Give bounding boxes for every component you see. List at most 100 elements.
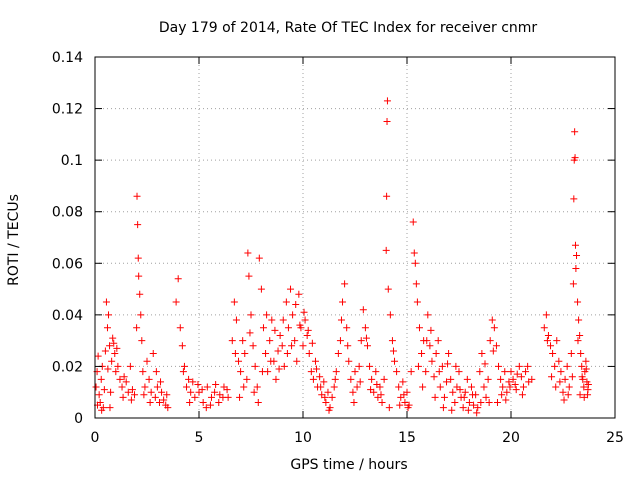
data-point	[139, 368, 147, 376]
data-point	[476, 368, 484, 376]
data-point	[386, 311, 394, 319]
data-point	[559, 388, 567, 396]
data-point	[108, 357, 116, 365]
data-point	[257, 285, 265, 293]
data-point	[575, 316, 583, 324]
data-point	[98, 406, 106, 414]
data-point	[571, 154, 579, 162]
data-point	[413, 298, 421, 306]
grid-lines	[95, 57, 615, 418]
data-point	[430, 373, 438, 381]
data-point	[288, 342, 296, 350]
data-point	[428, 357, 436, 365]
data-point	[111, 350, 119, 358]
y-tick-labels: 0 0.02 0.04 0.06 0.08 0.1 0.12 0.14	[52, 50, 83, 427]
data-point	[498, 391, 506, 399]
data-point	[493, 399, 501, 407]
data-point	[485, 399, 493, 407]
data-point	[578, 362, 586, 370]
data-point	[507, 368, 515, 376]
data-point	[515, 362, 523, 370]
data-point	[124, 388, 132, 396]
data-point	[116, 375, 124, 383]
data-point	[343, 324, 351, 332]
data-point	[186, 399, 194, 407]
data-point	[362, 334, 370, 342]
data-point	[383, 117, 391, 125]
data-point	[563, 362, 571, 370]
data-points	[92, 97, 592, 417]
data-point	[134, 254, 142, 262]
data-point	[356, 378, 364, 386]
data-point	[463, 375, 471, 383]
data-point	[434, 337, 442, 345]
data-point	[228, 337, 236, 345]
data-point	[279, 316, 287, 324]
data-point	[350, 399, 358, 407]
data-point	[278, 342, 286, 350]
x-tick-label: 25	[606, 430, 624, 446]
data-point	[322, 399, 330, 407]
chart-title: Day 179 of 2014, Rate Of TEC Index for r…	[159, 20, 538, 36]
data-point	[127, 396, 135, 404]
data-point	[254, 399, 262, 407]
data-point	[502, 396, 510, 404]
data-point	[243, 375, 251, 383]
data-point	[263, 311, 271, 319]
data-point	[293, 357, 301, 365]
data-point	[486, 337, 494, 345]
data-point	[280, 362, 288, 370]
data-point	[295, 290, 303, 298]
data-point	[378, 399, 386, 407]
data-point	[383, 97, 391, 105]
data-point	[548, 373, 556, 381]
data-point	[104, 365, 112, 373]
data-point	[267, 357, 275, 365]
data-point	[543, 337, 551, 345]
data-point	[511, 380, 519, 388]
data-point	[206, 401, 214, 409]
data-point	[158, 388, 166, 396]
data-point	[540, 324, 548, 332]
data-point	[432, 350, 440, 358]
data-point	[525, 378, 533, 386]
data-point	[296, 321, 304, 329]
data-point	[164, 404, 172, 412]
data-point	[436, 383, 444, 391]
data-point	[576, 391, 584, 399]
data-point	[427, 326, 435, 334]
data-point	[309, 375, 317, 383]
data-point	[506, 383, 514, 391]
data-point	[245, 272, 253, 280]
data-point	[113, 344, 121, 352]
data-point	[349, 388, 357, 396]
data-point	[555, 357, 563, 365]
data-point	[393, 368, 401, 376]
data-point	[481, 360, 489, 368]
x-axis-label: GPS time / hours	[290, 457, 407, 473]
data-point	[373, 380, 381, 388]
data-point	[272, 375, 280, 383]
data-point	[258, 368, 266, 376]
data-point	[412, 280, 420, 288]
data-point	[584, 391, 592, 399]
data-point	[112, 368, 120, 376]
data-point	[482, 393, 490, 401]
data-point	[249, 342, 257, 350]
y-tick-label: 0.02	[52, 359, 83, 375]
y-tick-label: 0.12	[52, 102, 83, 118]
data-point	[140, 391, 148, 399]
data-point	[149, 350, 157, 358]
data-point	[207, 393, 215, 401]
data-point	[582, 365, 590, 373]
data-point	[134, 221, 142, 229]
data-point	[484, 375, 492, 383]
data-point	[244, 249, 252, 257]
data-point	[431, 393, 439, 401]
data-point	[147, 388, 155, 396]
data-point	[100, 386, 108, 394]
x-tick-label: 15	[398, 430, 416, 446]
data-point	[187, 388, 195, 396]
data-point	[122, 378, 130, 386]
data-point	[396, 401, 404, 409]
